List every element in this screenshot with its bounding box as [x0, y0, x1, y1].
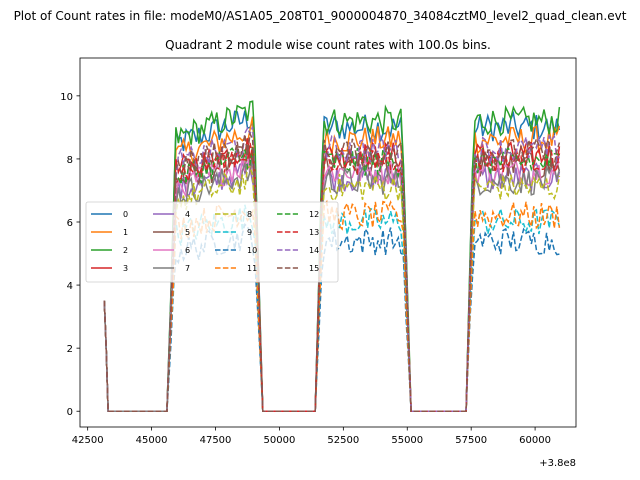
legend-label-4: 4 — [185, 210, 190, 219]
x-offset-label: +3.8e8 — [539, 458, 576, 469]
legend-label-12: 12 — [309, 210, 319, 219]
x-tick-label: 42500 — [72, 435, 104, 446]
x-tick-label: 47500 — [200, 435, 232, 446]
ticks-layer: 42500 45000 47500 50000 52500 55000 57500 60000… — [60, 92, 551, 446]
legend-label-14: 14 — [309, 246, 319, 255]
legend-label-8: 8 — [247, 210, 252, 219]
legend-label-0: 0 — [123, 210, 128, 219]
series-line-12 — [103, 146, 560, 412]
y-tick-label: 0 — [67, 407, 73, 418]
x-tick-label: 50000 — [264, 435, 296, 446]
x-tick-label: 55000 — [391, 435, 423, 446]
legend-label-10: 10 — [247, 246, 257, 255]
x-tick-label: 60000 — [519, 435, 551, 446]
x-tick-label: 57500 — [455, 435, 487, 446]
y-tick-label: 8 — [67, 155, 73, 166]
legend-label-15: 15 — [309, 264, 319, 273]
y-tick-label: 4 — [67, 281, 73, 292]
legend-label-1: 1 — [123, 228, 128, 237]
series-line-0 — [103, 110, 561, 412]
series-line-2 — [103, 100, 561, 412]
chart-title: Quadrant 2 module wise count rates with … — [165, 38, 491, 52]
legend-label-5: 5 — [185, 228, 190, 237]
series-line-14 — [103, 126, 561, 412]
legend-label-13: 13 — [309, 228, 319, 237]
legend-label-6: 6 — [185, 246, 190, 255]
legend-label-9: 9 — [247, 228, 252, 237]
legend-label-11: 11 — [247, 264, 257, 273]
chart-suptitle: Plot of Count rates in file: modeM0/AS1A… — [14, 9, 627, 23]
legend-label-2: 2 — [123, 246, 128, 255]
series-line-7 — [103, 158, 561, 412]
series-line-1 — [103, 116, 561, 412]
x-tick-label: 45000 — [136, 435, 168, 446]
legend-label-7: 7 — [185, 264, 190, 273]
legend-frame — [85, 201, 339, 283]
legend-label-3: 3 — [123, 264, 128, 273]
x-tick-label: 52500 — [327, 435, 359, 446]
series-line-15 — [103, 130, 561, 412]
y-tick-label: 6 — [67, 218, 73, 229]
y-tick-label: 2 — [67, 344, 73, 355]
series-line-8 — [103, 165, 561, 412]
axes-frame — [79, 57, 577, 428]
y-tick-label: 10 — [60, 92, 73, 103]
